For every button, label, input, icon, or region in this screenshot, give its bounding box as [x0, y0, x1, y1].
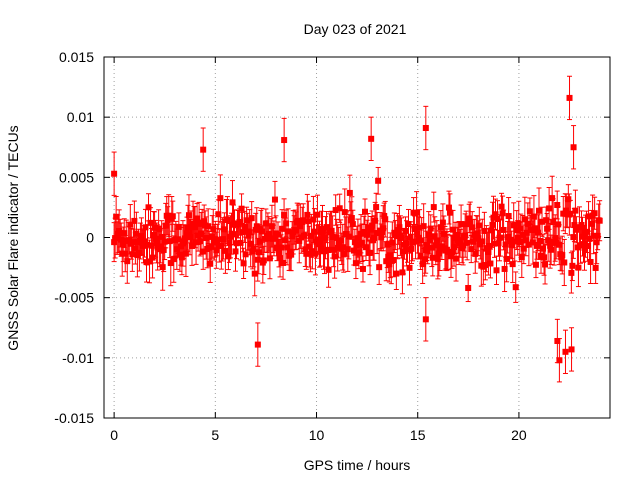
data-point [587, 239, 594, 285]
data-point [376, 249, 383, 285]
data-point [314, 194, 321, 235]
data-point [592, 251, 599, 284]
x-axis-ticks: 0 5 10 15 20 [110, 57, 527, 443]
data-point [359, 255, 366, 283]
data-point [422, 105, 429, 151]
y-tick-label: 0 [86, 230, 94, 246]
x-tick-label: 0 [110, 427, 118, 443]
data-point [254, 322, 261, 367]
data-point [330, 232, 337, 268]
data-point [408, 233, 415, 264]
data-point [348, 196, 355, 240]
data-point [561, 238, 568, 287]
y-axis-label: GNSS Solar Flare indicator / TECUs [5, 125, 21, 350]
data-point [336, 193, 343, 223]
data-point [568, 327, 575, 372]
x-tick-label: 10 [309, 427, 325, 443]
data-point [238, 193, 245, 224]
data-point [535, 187, 542, 235]
data-point [436, 230, 443, 271]
x-tick-label: 15 [410, 427, 426, 443]
data-point [444, 233, 451, 271]
y-tick-label: 0.015 [59, 49, 94, 65]
data-point [445, 190, 452, 225]
data-point [546, 187, 553, 230]
data-point [167, 239, 174, 287]
data-point [532, 251, 539, 279]
data-point [573, 216, 580, 244]
data-point [466, 203, 473, 234]
data-point [365, 212, 372, 242]
data-point [162, 202, 169, 249]
y-tick-label: -0.015 [54, 410, 94, 426]
data-point [260, 245, 267, 275]
data-point [549, 175, 556, 221]
data-point [165, 194, 172, 238]
x-axis-label: GPS time / hours [304, 457, 411, 473]
data-point [591, 196, 598, 230]
data-point [422, 297, 429, 342]
y-axis-ticks: -0.015 -0.01 -0.005 0 0.005 0.01 0.015 [54, 49, 610, 426]
y-tick-label: -0.005 [54, 290, 94, 306]
data-point [274, 221, 281, 248]
data-point [512, 271, 519, 303]
data-point [381, 202, 388, 230]
data-point [562, 329, 569, 374]
data-point [542, 244, 549, 285]
data-point [570, 125, 577, 170]
data-point [517, 213, 524, 244]
data-point [111, 151, 118, 196]
data-point [596, 200, 603, 242]
data-point [465, 273, 472, 303]
data-point [147, 207, 154, 239]
data-point [205, 208, 212, 245]
y-tick-label: -0.01 [62, 350, 94, 366]
chart-title: Day 023 of 2021 [304, 21, 407, 37]
data-point [349, 209, 356, 239]
data-point [430, 191, 437, 223]
x-tick-label: 20 [511, 427, 527, 443]
data-point [569, 250, 576, 282]
data-point [490, 195, 497, 240]
data-point [554, 190, 561, 220]
data-point [429, 239, 436, 277]
data-point [226, 223, 233, 263]
y-tick-label: 0.01 [67, 109, 94, 125]
data-point [556, 338, 563, 383]
data-point [222, 227, 229, 274]
data-point [375, 166, 382, 195]
y-tick-label: 0.005 [59, 169, 94, 185]
data-points [111, 75, 603, 383]
data-point [393, 257, 400, 291]
data-point [463, 210, 470, 238]
data-point [368, 116, 375, 161]
data-point [271, 180, 278, 219]
data-point [487, 248, 494, 279]
data-point [585, 201, 592, 232]
data-point [281, 117, 288, 163]
data-point [534, 214, 541, 251]
x-tick-label: 5 [211, 427, 219, 443]
data-point [200, 127, 207, 172]
data-point [446, 193, 453, 233]
data-point [566, 75, 573, 121]
data-point [334, 224, 341, 272]
